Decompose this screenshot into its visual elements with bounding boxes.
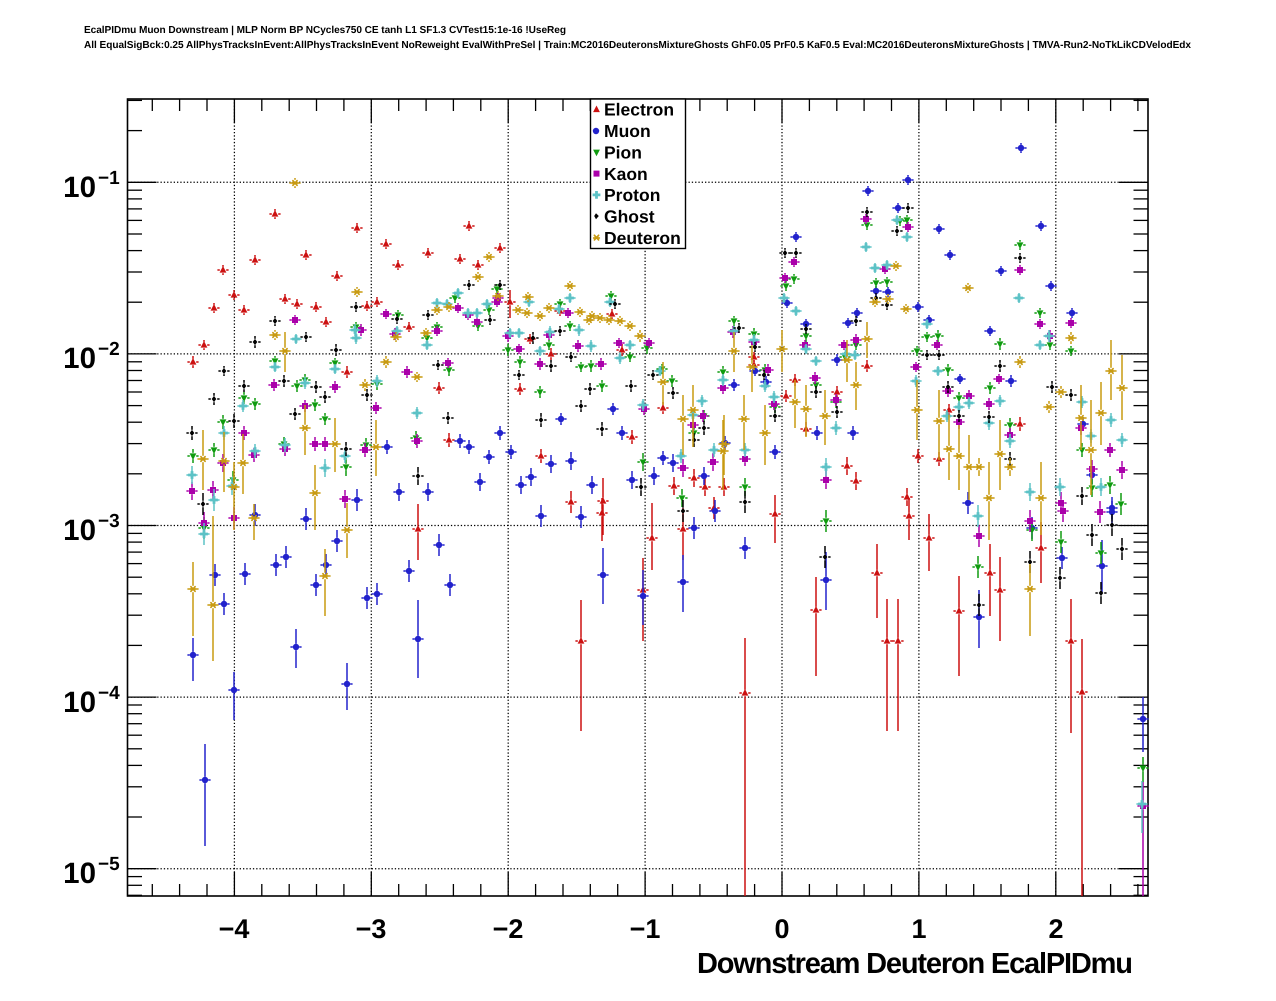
svg-text:1: 1: [911, 914, 926, 944]
svg-text:Electron: Electron: [604, 100, 674, 120]
svg-text:Muon: Muon: [604, 121, 651, 141]
svg-text:−4: −4: [219, 914, 250, 944]
svg-text:10: 10: [63, 171, 96, 204]
svg-text:Pion: Pion: [604, 142, 642, 162]
svg-text:10: 10: [63, 686, 96, 719]
svg-text:−2: −2: [493, 914, 524, 944]
svg-text:−1: −1: [98, 168, 120, 189]
svg-text:2: 2: [1048, 914, 1063, 944]
svg-text:10: 10: [63, 342, 96, 375]
svg-text:−3: −3: [98, 511, 120, 532]
svg-text:EcalPIDmu Muon Downstream | ML: EcalPIDmu Muon Downstream | MLP Norm BP …: [84, 25, 566, 36]
svg-text:Downstream Deuteron EcalPIDmu: Downstream Deuteron EcalPIDmu: [697, 948, 1133, 980]
svg-text:Proton: Proton: [604, 185, 660, 205]
svg-text:Ghost: Ghost: [604, 206, 655, 226]
svg-text:10: 10: [63, 514, 96, 547]
svg-text:0: 0: [774, 914, 789, 944]
svg-text:−2: −2: [98, 339, 120, 360]
svg-text:−4: −4: [98, 683, 120, 704]
svg-text:All EqualSigBck:0.25 AllPhysTr: All EqualSigBck:0.25 AllPhysTracksInEven…: [84, 40, 1191, 51]
svg-text:10: 10: [63, 857, 96, 890]
svg-text:Deuteron: Deuteron: [604, 228, 681, 248]
svg-text:−1: −1: [630, 914, 661, 944]
svg-text:−3: −3: [356, 914, 387, 944]
svg-text:Kaon: Kaon: [604, 164, 648, 184]
svg-text:−5: −5: [98, 854, 120, 875]
